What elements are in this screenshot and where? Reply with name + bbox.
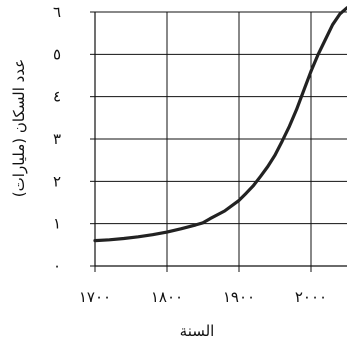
y-tick-label-5: ٥ [53, 45, 61, 63]
series-point-0-5 [166, 231, 168, 233]
series-point-0-17 [281, 140, 283, 142]
series-point-0-10 [224, 210, 226, 212]
series-point-0-7 [195, 224, 197, 226]
series-point-0-0 [94, 240, 96, 242]
x-axis-title: السنة [180, 322, 215, 340]
series-point-0-25 [339, 13, 341, 15]
y-tick-label-0: ٠ [53, 257, 61, 275]
series-point-0-8 [202, 222, 204, 224]
y-tick-label-2: ٢ [53, 172, 61, 190]
series-point-0-6 [181, 228, 183, 230]
series-layer [93, 6, 347, 243]
series-point-0-13 [253, 185, 255, 187]
series-point-0-23 [325, 39, 327, 41]
x-tick-label-0: ١٧٠٠ [79, 288, 111, 306]
series-point-0-16 [274, 154, 276, 156]
series-point-0-22 [317, 54, 319, 56]
y-tick-label-6: ٦ [53, 3, 61, 21]
x-tick-label-2: ١٩٠٠ [223, 288, 255, 306]
x-tick-labels: ١٧٠٠ ١٨٠٠ ١٩٠٠ ٢٠٠٠ [79, 288, 327, 306]
series-point-0-24 [332, 24, 334, 26]
series-point-0-2 [123, 238, 125, 240]
series-point-0-4 [152, 234, 154, 236]
x-tick-label-3: ٢٠٠٠ [295, 288, 327, 306]
series-point-0-3 [137, 236, 139, 238]
x-tick-label-1: ١٨٠٠ [151, 288, 183, 306]
series-point-0-15 [267, 166, 269, 168]
series-point-0-14 [260, 176, 262, 178]
series-point-0-11 [238, 200, 240, 202]
grid [94, 11, 347, 266]
y-tick-labels: ٠ ١ ٢ ٣ ٤ ٥ ٦ [53, 3, 61, 275]
series-point-0-12 [245, 192, 247, 194]
y-tick-label-3: ٣ [53, 130, 61, 148]
series-point-0-21 [310, 71, 312, 73]
series-point-0-18 [289, 126, 291, 128]
y-axis-title: عدد السكان (مليارات) [10, 59, 28, 197]
series-point-0-9 [209, 218, 211, 220]
y-tick-label-4: ٤ [53, 88, 61, 106]
series-line-0 [93, 6, 347, 243]
series-point-0-20 [303, 90, 305, 92]
series-point-0-19 [296, 109, 298, 111]
axes [90, 11, 347, 272]
series-point-0-1 [109, 239, 111, 241]
y-tick-label-1: ١ [53, 215, 61, 233]
